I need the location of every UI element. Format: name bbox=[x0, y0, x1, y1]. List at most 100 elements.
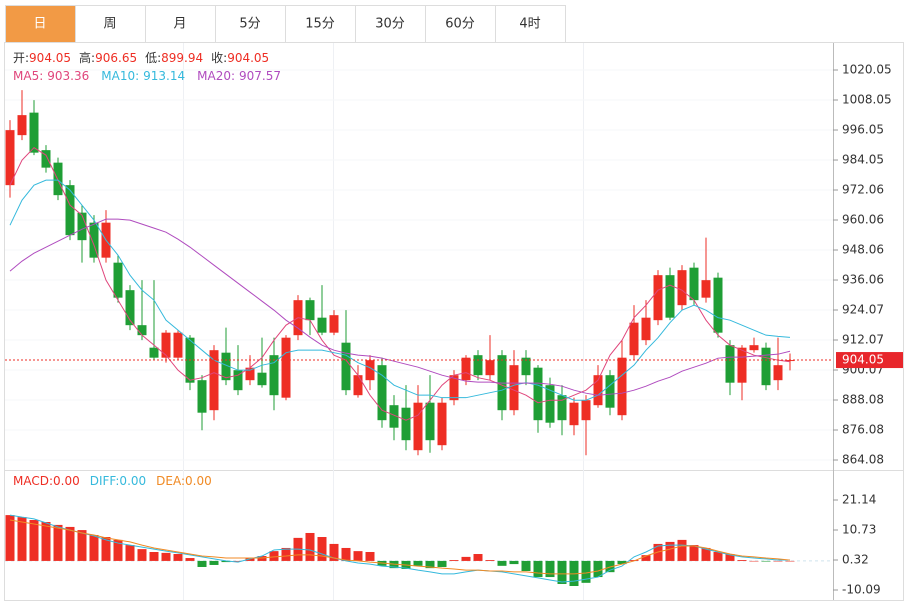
macd-bar bbox=[749, 560, 759, 562]
y-tick-label: 948.06 bbox=[842, 243, 884, 257]
candle-body bbox=[701, 280, 711, 298]
candle-body bbox=[677, 270, 687, 306]
macd-bar bbox=[17, 517, 27, 561]
tab-label[interactable]: 月 bbox=[173, 17, 186, 32]
candle-body bbox=[473, 355, 483, 376]
macd-bar bbox=[617, 560, 627, 565]
candle-body bbox=[365, 360, 375, 381]
candle-body bbox=[269, 355, 279, 396]
period-tab[interactable]: 日 bbox=[5, 5, 76, 43]
period-tab[interactable]: 30分 bbox=[355, 5, 426, 43]
candle-body bbox=[113, 262, 123, 298]
macd-bar bbox=[149, 551, 159, 561]
tab-label[interactable]: 60分 bbox=[445, 17, 475, 32]
macd-bar bbox=[485, 560, 495, 561]
y-tick-label: 960.06 bbox=[842, 213, 884, 227]
macd-bar bbox=[425, 560, 435, 569]
macd-bar bbox=[269, 551, 279, 561]
ma-line bbox=[9, 179, 791, 401]
candle-body bbox=[509, 365, 519, 411]
macd-bar bbox=[701, 547, 711, 561]
macd-bar bbox=[173, 554, 183, 561]
period-tab[interactable]: 60分 bbox=[425, 5, 496, 43]
macd-bar bbox=[281, 547, 291, 561]
y-tick-label: 1020.05 bbox=[842, 63, 892, 77]
macd-bar bbox=[233, 560, 243, 562]
tab-bg[interactable] bbox=[5, 5, 76, 43]
y-tick-label: 1008.05 bbox=[842, 93, 892, 107]
macd-bar bbox=[713, 551, 723, 561]
candle-body bbox=[29, 112, 39, 153]
info-value: 904.05 bbox=[29, 51, 71, 65]
candle-body bbox=[665, 275, 675, 318]
tab-bg[interactable] bbox=[495, 5, 566, 43]
period-tab[interactable]: 周 bbox=[75, 5, 146, 43]
macd-bar bbox=[677, 539, 687, 561]
candle-body bbox=[437, 402, 447, 446]
legend-item: DEA:0.00 bbox=[156, 474, 212, 488]
current-price-label: 904.05 bbox=[842, 353, 884, 367]
tab-bg[interactable] bbox=[215, 5, 286, 43]
macd-bar bbox=[365, 551, 375, 561]
tab-bg[interactable] bbox=[285, 5, 356, 43]
candle-body bbox=[461, 357, 471, 381]
tab-label[interactable]: 4时 bbox=[519, 17, 540, 32]
ohlc-info: 开:904.05 高:906.65 低:899.94 收:904.05 bbox=[13, 50, 269, 65]
macd-bar bbox=[29, 520, 39, 561]
candle-body bbox=[749, 345, 759, 351]
candle-body bbox=[305, 300, 315, 321]
candle-body bbox=[605, 375, 615, 408]
macd-bar bbox=[161, 552, 171, 561]
y-tick-label: 936.06 bbox=[842, 273, 884, 287]
macd-bar bbox=[689, 545, 699, 561]
y-tick-label: 972.06 bbox=[842, 183, 884, 197]
info-label: 高: bbox=[79, 50, 95, 65]
candle-body bbox=[485, 360, 495, 376]
candle-body bbox=[593, 375, 603, 406]
tab-bg[interactable] bbox=[355, 5, 426, 43]
candle-body bbox=[521, 357, 531, 376]
macd-bar bbox=[641, 555, 651, 561]
candle-body bbox=[617, 357, 627, 416]
tab-label[interactable]: 5分 bbox=[239, 17, 260, 32]
macd-bar bbox=[557, 560, 567, 584]
legend-value: 913.14 bbox=[143, 69, 185, 83]
candle-body bbox=[317, 317, 327, 333]
y-tick-label: 996.05 bbox=[842, 123, 884, 137]
macd-bar bbox=[413, 560, 423, 566]
candle-body bbox=[233, 370, 243, 391]
macd-bar bbox=[497, 560, 507, 566]
candle-body bbox=[65, 185, 75, 236]
tab-label[interactable]: 日 bbox=[33, 17, 46, 32]
macd-bar bbox=[77, 530, 87, 561]
candle-body bbox=[725, 345, 735, 383]
candle-body bbox=[41, 150, 51, 168]
macd-bar bbox=[5, 515, 15, 561]
tab-label[interactable]: 周 bbox=[103, 17, 116, 32]
candle-body bbox=[209, 350, 219, 411]
legend-value: 907.57 bbox=[239, 69, 281, 83]
candle-body bbox=[353, 375, 363, 396]
candle-body bbox=[137, 325, 147, 336]
macd-bar bbox=[581, 560, 591, 583]
legend-value: 903.36 bbox=[47, 69, 89, 83]
candle-body bbox=[569, 402, 579, 426]
period-tab[interactable]: 5分 bbox=[215, 5, 286, 43]
y-tick-label: -10.09 bbox=[842, 583, 881, 597]
candle-body bbox=[149, 347, 159, 358]
macd-bar bbox=[197, 560, 207, 567]
period-tab[interactable]: 月 bbox=[145, 5, 216, 43]
macd-bar bbox=[437, 560, 447, 567]
period-tab[interactable]: 15分 bbox=[285, 5, 356, 43]
candle-body bbox=[425, 402, 435, 441]
macd-bar bbox=[545, 560, 555, 578]
y-tick-label: 21.14 bbox=[842, 493, 876, 507]
macd-bar bbox=[41, 522, 51, 561]
tab-label[interactable]: 30分 bbox=[375, 17, 405, 32]
tab-label[interactable]: 15分 bbox=[305, 17, 335, 32]
tab-bg[interactable] bbox=[425, 5, 496, 43]
period-tab[interactable]: 4时 bbox=[495, 5, 566, 43]
candle-body bbox=[653, 275, 663, 321]
candle-body bbox=[161, 332, 171, 358]
